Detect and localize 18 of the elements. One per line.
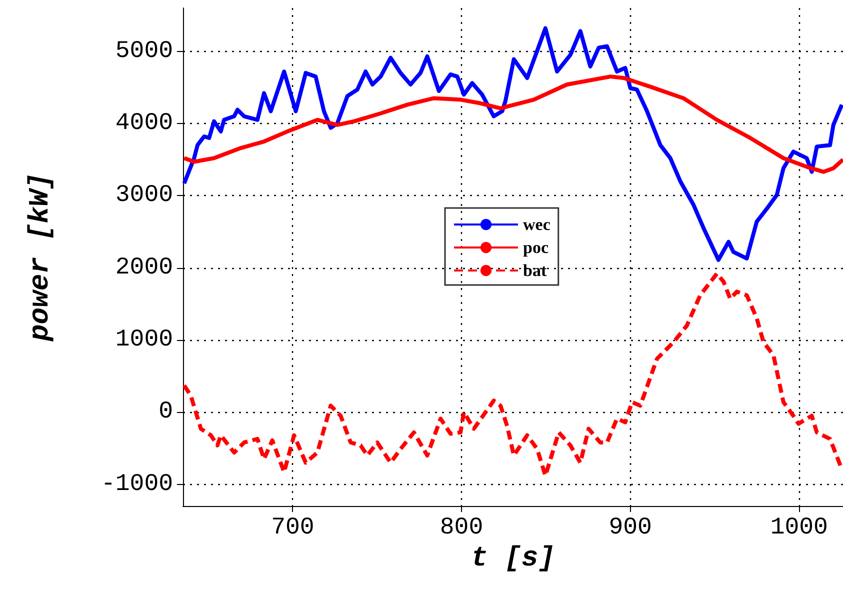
x-tick-label: 800 (440, 514, 484, 542)
line-series (182, 26, 843, 262)
y-axis-title: power [kW] (26, 172, 56, 342)
y-tick-label: 4000 (115, 110, 173, 137)
legend-label: bat (523, 261, 547, 280)
line-series (182, 74, 843, 174)
y-tick-label: 0 (158, 398, 173, 426)
y-tick-label: 2000 (115, 254, 173, 282)
x-tick-label: 700 (271, 514, 314, 542)
legend-label: poc (523, 238, 549, 257)
legend-label: wec (523, 215, 551, 234)
x-tick-label: 900 (608, 514, 652, 542)
y-tick-label: -1000 (100, 470, 173, 498)
y-tick-label: 5000 (115, 38, 173, 65)
x-axis-title: t [s] (470, 543, 556, 574)
x-tick-label: 1000 (770, 514, 828, 542)
y-tick-label: 3000 (115, 182, 173, 210)
y-tick-label: 1000 (115, 326, 173, 354)
